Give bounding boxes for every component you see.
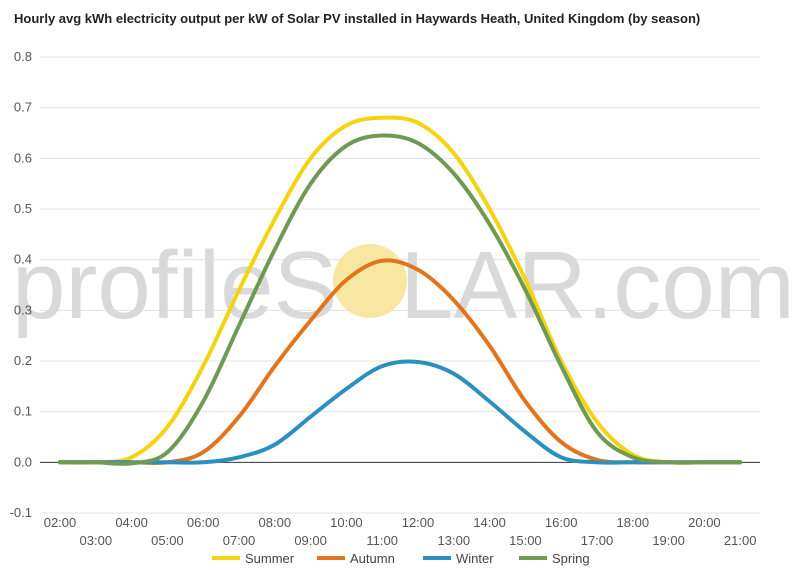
y-tick-label: 0.5 bbox=[14, 201, 32, 216]
x-tick-label: 06:00 bbox=[187, 515, 220, 530]
legend-item-spring[interactable]: Spring bbox=[519, 551, 590, 566]
x-tick-label: 05:00 bbox=[151, 533, 184, 548]
watermark-text-right: LAR.com bbox=[400, 232, 795, 339]
axes: -0.1 0.0 0.1 0.2 0.3 0.4 0.5 0.6 0.7 0.8 02:00 04:0… bbox=[10, 49, 760, 548]
x-tick-label: 03:00 bbox=[80, 533, 113, 548]
y-tick-label: 0.3 bbox=[14, 302, 32, 317]
x-tick-label: 16:00 bbox=[545, 515, 578, 530]
legend-item-summer[interactable]: Summer bbox=[212, 551, 295, 566]
y-tick-label: 0.4 bbox=[14, 252, 32, 267]
x-tick-label: 15:00 bbox=[509, 533, 542, 548]
x-tick-label: 17:00 bbox=[581, 533, 614, 548]
series-lines bbox=[58, 115, 743, 466]
x-tick-label: 11:00 bbox=[366, 533, 398, 548]
x-tick-label: 07:00 bbox=[223, 533, 256, 548]
x-tick-label: 18:00 bbox=[617, 515, 650, 530]
legend-label: Winter bbox=[456, 551, 494, 566]
legend-item-winter[interactable]: Winter bbox=[423, 551, 494, 566]
y-tick-label: 0.0 bbox=[14, 454, 32, 469]
series-line-spring bbox=[58, 133, 743, 466]
legend-label: Spring bbox=[552, 551, 590, 566]
y-tick-label: 0.1 bbox=[14, 404, 32, 419]
watermark: profileS LAR.com bbox=[12, 232, 795, 339]
x-tick-label: 10:00 bbox=[330, 515, 363, 530]
chart-title: Hourly avg kWh electricity output per kW… bbox=[14, 11, 701, 26]
x-tick-label: 02:00 bbox=[44, 515, 77, 530]
x-tick-label: 21:00 bbox=[724, 533, 757, 548]
y-tick-label: 0.2 bbox=[14, 353, 32, 368]
legend-label: Summer bbox=[245, 551, 295, 566]
x-tick-label: 08:00 bbox=[259, 515, 292, 530]
x-tick-label: 04:00 bbox=[115, 515, 148, 530]
x-tick-label: 19:00 bbox=[652, 533, 685, 548]
legend-swatch bbox=[519, 556, 547, 560]
legend-swatch bbox=[212, 556, 240, 560]
x-tick-label: 12:00 bbox=[402, 515, 435, 530]
y-tick-label: -0.1 bbox=[10, 505, 32, 520]
x-tick-label: 14:00 bbox=[473, 515, 506, 530]
series-line-winter bbox=[58, 359, 743, 465]
series-line-summer bbox=[58, 115, 743, 465]
y-tick-label: 0.6 bbox=[14, 150, 32, 165]
y-tick-label: 0.7 bbox=[14, 100, 32, 115]
legend-item-autumn[interactable]: Autumn bbox=[317, 551, 395, 566]
legend-label: Autumn bbox=[350, 551, 395, 566]
watermark-sun-icon bbox=[333, 244, 407, 318]
watermark-text-left: profileS bbox=[12, 232, 338, 339]
y-tick-label: 0.8 bbox=[14, 49, 32, 64]
x-tick-label: 09:00 bbox=[294, 533, 327, 548]
legend-swatch bbox=[317, 556, 345, 560]
x-tick-label: 13:00 bbox=[438, 533, 471, 548]
legend[interactable]: Summer Autumn Winter Spring bbox=[212, 551, 590, 566]
legend-swatch bbox=[423, 556, 451, 560]
x-tick-label: 20:00 bbox=[688, 515, 721, 530]
